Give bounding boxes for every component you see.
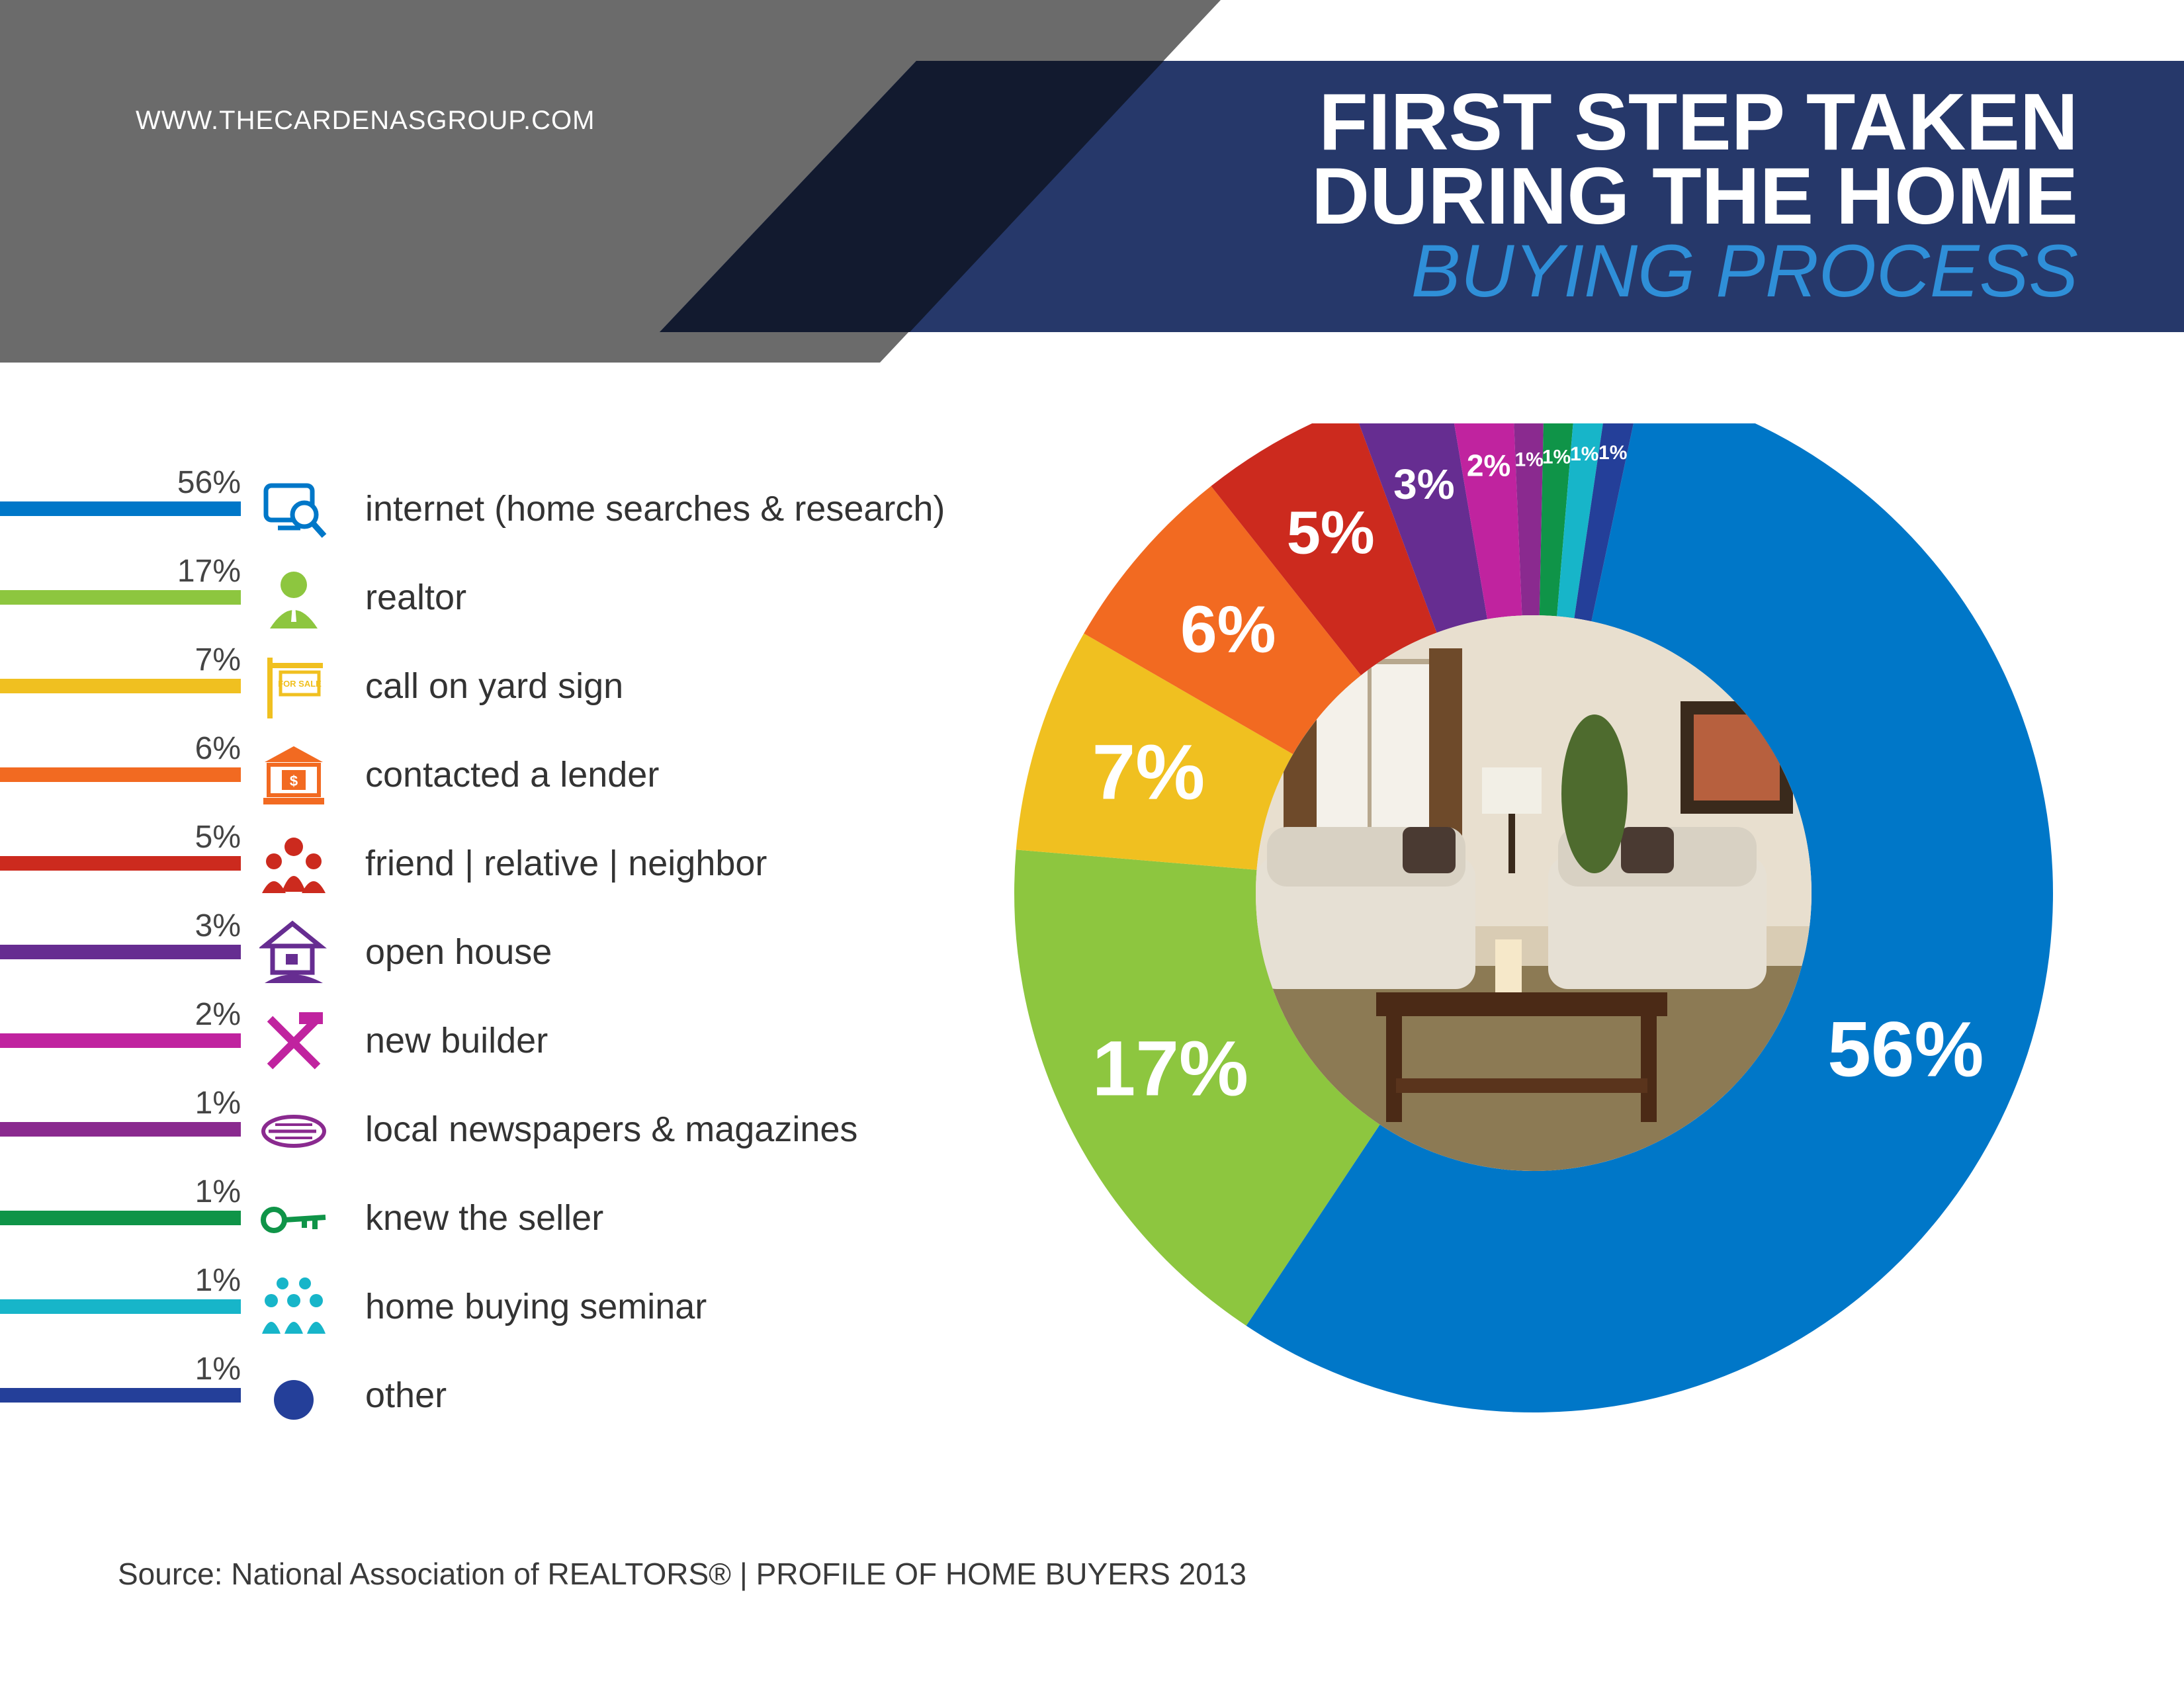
slice-call-on-yard-sign	[1016, 633, 1293, 870]
legend-label: realtor	[365, 578, 467, 617]
slice-label-other: 1%	[1598, 442, 1627, 464]
slice-label-contacted-a-lender: 6%	[1180, 592, 1276, 666]
legend-percent: 1%	[195, 1352, 241, 1387]
legend-percent: 6%	[195, 731, 241, 766]
slice-label-realtor: 17%	[1092, 1025, 1248, 1112]
legend-bar	[0, 1122, 241, 1137]
source-note: Source: National Association of REALTORS…	[118, 1557, 1246, 1591]
legend-bar	[0, 945, 241, 959]
legend-percent: 2%	[195, 997, 241, 1032]
legend-item-friend-relative-neighbor: 5% friend | relative | neighbor	[0, 818, 992, 897]
legend-bar	[0, 679, 241, 693]
legend-percent: 5%	[195, 820, 241, 855]
slice-home-buying-seminar	[1557, 423, 1603, 619]
slice-other	[1574, 423, 1634, 622]
slice-realtor	[1014, 849, 1380, 1326]
legend-item-home-buying-seminar: 1% home buying seminar	[0, 1261, 992, 1340]
page-subtitle: BUYING PROCESS	[1411, 230, 2078, 312]
legend-percent: 56%	[177, 465, 241, 500]
legend-label: home buying seminar	[365, 1287, 707, 1326]
legend-item-local-newspapers-magazines: 1% local newspapers & magazines	[0, 1084, 992, 1163]
slice-label-local-newspapers-magazines: 1%	[1514, 449, 1543, 471]
person-icon	[270, 572, 318, 628]
header-banner	[0, 0, 2184, 363]
slice-new-builder	[1454, 423, 1522, 619]
slice-label-knew-the-seller: 1%	[1542, 446, 1571, 468]
slice-label-home-buying-seminar: 1%	[1570, 443, 1598, 465]
chart-slices	[1014, 423, 2054, 1412]
slice-label-open-house: 3%	[1393, 460, 1455, 508]
legend-bar	[0, 590, 241, 605]
legend-bar	[0, 856, 241, 871]
legend-bar	[0, 501, 241, 516]
legend-item-internet-home-searches-research: 56% internet (home searches & research)	[0, 463, 992, 542]
legend-bar	[0, 1388, 241, 1403]
legend-label: contacted a lender	[365, 755, 660, 795]
legend-bar	[0, 1211, 241, 1225]
legend-label: friend | relative | neighbor	[365, 844, 767, 883]
slice-contacted-a-lender	[1084, 486, 1362, 754]
dot-icon	[274, 1380, 314, 1420]
page-title: FIRST STEP TAKEN DURING THE HOME BUYING …	[1311, 77, 2078, 312]
legend-item-other: 1% other	[0, 1350, 992, 1429]
banner-overlap-shade	[660, 61, 1164, 332]
title-line-2: DURING THE HOME	[1311, 151, 2078, 241]
legend-label: call on yard sign	[365, 666, 624, 706]
legend-bar	[0, 1299, 241, 1314]
legend-bar	[0, 767, 241, 782]
legend-percent: 1%	[195, 1174, 241, 1209]
newspaper-icon	[261, 1115, 326, 1148]
title-line-1: FIRST STEP TAKEN	[1319, 77, 2078, 167]
for-sale-sign-icon: FOR SALE	[267, 658, 323, 718]
legend-label: other	[365, 1375, 447, 1415]
legend-label: open house	[365, 932, 552, 972]
legend-label: new builder	[365, 1021, 548, 1060]
slice-friend-relative-neighbor	[1211, 423, 1437, 675]
legend-bar	[0, 1033, 241, 1048]
legend-item-call-on-yard-sign: 7% FOR SALE call on yard sign	[0, 640, 992, 720]
legend-percent: 7%	[195, 642, 241, 677]
legend-item-new-builder: 2% new builder	[0, 995, 992, 1074]
tools-icon	[267, 1012, 323, 1070]
legend-item-open-house: 3% open house	[0, 906, 992, 986]
legend-item-contacted-a-lender: 6% $ contacted a lender	[0, 729, 992, 808]
svg-text:$: $	[290, 773, 298, 789]
legend-percent: 1%	[195, 1263, 241, 1298]
slice-label-call-on-yard-sign: 7%	[1092, 729, 1205, 816]
legend-label: local newspapers & magazines	[365, 1109, 858, 1149]
legend-percent: 1%	[195, 1086, 241, 1121]
legend-item-knew-the-seller: 1% knew the seller	[0, 1172, 992, 1252]
group-icon	[262, 838, 326, 893]
slice-label-friend-relative-neighbor: 5%	[1287, 499, 1375, 566]
legend-percent: 3%	[195, 908, 241, 943]
legend-label: knew the seller	[365, 1198, 604, 1238]
legend-item-realtor: 17% realtor	[0, 552, 992, 631]
key-icon	[261, 1207, 326, 1233]
bank-icon: $	[263, 746, 324, 804]
legend-label: internet (home searches & research)	[365, 489, 945, 529]
slice-open-house	[1358, 423, 1487, 633]
donut-chart: 56%17%7%6%5%3% 2% 1%1%1% 1%	[1014, 423, 2054, 1412]
house-icon	[259, 920, 327, 983]
slice-internet-home-searches-research	[1246, 423, 2054, 1412]
slice-labels: 56%17%7%6%5%3% 2% 1%1%1% 1%	[1092, 442, 1984, 1112]
slice-label-internet-home-searches-research: 56%	[1827, 1006, 1984, 1093]
svg-text:FOR SALE: FOR SALE	[278, 679, 322, 689]
website-url[interactable]: WWW.THECARDENASGROUP.COM	[136, 106, 595, 135]
slice-label-new-builder: 2%	[1467, 449, 1510, 483]
slice-local-newspapers-magazines	[1514, 423, 1544, 616]
seminar-icon	[262, 1277, 326, 1334]
computer-search-icon	[263, 483, 327, 539]
slice-knew-the-seller	[1539, 423, 1573, 617]
legend: 56% internet (home searches & research) 17…	[0, 463, 992, 1469]
legend-percent: 17%	[177, 554, 241, 589]
